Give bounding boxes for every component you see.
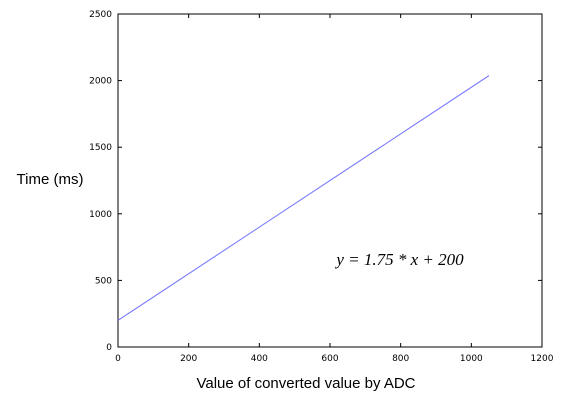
x-axis-label: Value of converted value by ADC — [196, 375, 415, 392]
series-line — [117, 75, 490, 321]
y-axis-label: Time (ms) — [17, 171, 84, 188]
y-axis-ticks: 0 500 1000 1500 2000 2500 — [89, 10, 542, 353]
x-tick-label: 200 — [180, 354, 197, 364]
equation-annotation: y = 1.75 * x + 200 — [334, 250, 464, 269]
series-group — [117, 75, 490, 321]
x-tick-label: 1200 — [531, 354, 554, 364]
y-tick-label: 0 — [106, 343, 112, 353]
y-tick-label: 1000 — [89, 210, 112, 220]
x-tick-label: 1000 — [460, 354, 483, 364]
x-tick-label: 600 — [321, 354, 338, 364]
x-axis-ticks: 0 200 400 600 800 1000 1200 — [115, 14, 554, 364]
y-tick-label: 1500 — [89, 143, 112, 153]
x-tick-label: 400 — [251, 354, 268, 364]
x-tick-label: 0 — [115, 354, 121, 364]
y-tick-label: 2500 — [89, 10, 112, 20]
y-tick-label: 500 — [95, 276, 112, 286]
x-tick-label: 800 — [392, 354, 409, 364]
y-tick-label: 2000 — [89, 77, 112, 87]
